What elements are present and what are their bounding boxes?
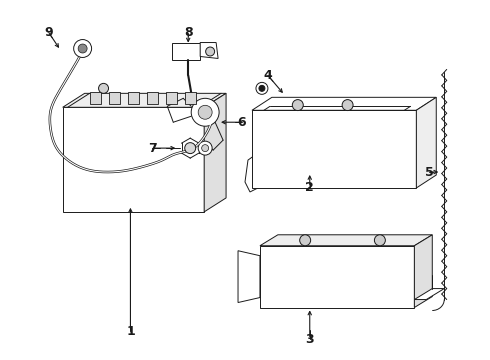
Circle shape bbox=[300, 235, 311, 246]
Text: 9: 9 bbox=[45, 26, 53, 39]
Circle shape bbox=[98, 84, 108, 93]
Bar bbox=[109, 92, 120, 104]
Polygon shape bbox=[260, 246, 415, 307]
Polygon shape bbox=[63, 93, 226, 107]
Text: 8: 8 bbox=[184, 26, 193, 39]
Bar bbox=[147, 92, 158, 104]
Bar bbox=[90, 92, 101, 104]
Polygon shape bbox=[415, 235, 432, 307]
Polygon shape bbox=[260, 235, 432, 246]
Circle shape bbox=[374, 235, 385, 246]
Polygon shape bbox=[252, 97, 436, 110]
Circle shape bbox=[293, 100, 303, 111]
Circle shape bbox=[342, 100, 353, 111]
Circle shape bbox=[256, 82, 268, 94]
Polygon shape bbox=[200, 42, 218, 58]
Text: 1: 1 bbox=[126, 325, 135, 338]
Polygon shape bbox=[204, 93, 226, 212]
Polygon shape bbox=[252, 110, 416, 188]
Text: 6: 6 bbox=[238, 116, 246, 129]
Circle shape bbox=[198, 141, 212, 155]
Circle shape bbox=[206, 47, 215, 56]
Text: 3: 3 bbox=[305, 333, 314, 346]
Bar bbox=[166, 92, 177, 104]
Circle shape bbox=[259, 85, 265, 91]
Text: 7: 7 bbox=[148, 141, 157, 155]
Bar bbox=[185, 92, 196, 104]
Polygon shape bbox=[172, 42, 200, 60]
Polygon shape bbox=[255, 102, 374, 165]
Polygon shape bbox=[63, 107, 204, 212]
Polygon shape bbox=[416, 97, 436, 188]
Text: 5: 5 bbox=[425, 166, 434, 179]
Circle shape bbox=[198, 105, 212, 119]
Text: 2: 2 bbox=[305, 181, 314, 194]
Circle shape bbox=[191, 98, 219, 126]
Circle shape bbox=[185, 143, 196, 154]
Circle shape bbox=[202, 145, 209, 152]
Polygon shape bbox=[245, 148, 262, 192]
Text: 4: 4 bbox=[264, 69, 272, 82]
Polygon shape bbox=[238, 251, 260, 302]
Circle shape bbox=[74, 40, 92, 58]
Bar bbox=[128, 92, 139, 104]
Circle shape bbox=[78, 44, 87, 53]
Polygon shape bbox=[415, 289, 444, 300]
